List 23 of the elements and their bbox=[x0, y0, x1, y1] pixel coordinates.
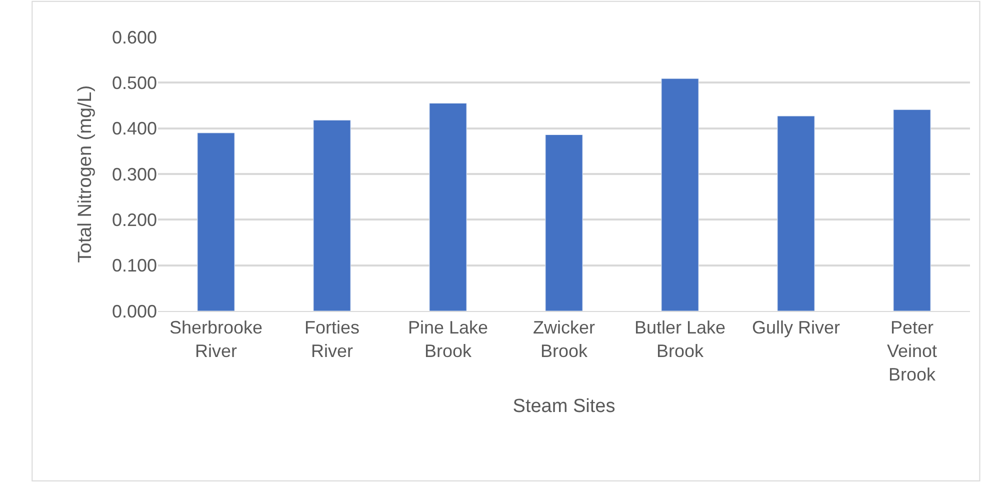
bar bbox=[313, 120, 351, 311]
y-axis-title: Total Nitrogen (mg/L) bbox=[74, 85, 96, 263]
bar bbox=[197, 132, 235, 311]
bar bbox=[545, 134, 583, 311]
bar bbox=[893, 109, 931, 311]
x-axis-title: Steam Sites bbox=[512, 396, 616, 418]
x-tick-label: Butler Lake Brook bbox=[634, 318, 726, 361]
x-tick-label: Zwicker Brook bbox=[533, 318, 596, 361]
y-tick-label: 0.200 bbox=[112, 210, 157, 230]
y-tick-label: 0.300 bbox=[112, 164, 157, 184]
bar bbox=[661, 78, 699, 311]
y-tick-label: 0.400 bbox=[112, 118, 157, 139]
x-tick-label: Forties River bbox=[304, 318, 360, 361]
y-tick-label: 0.000 bbox=[112, 301, 157, 322]
x-tick-label: Sherbrooke River bbox=[169, 318, 263, 361]
y-tick-label: 0.500 bbox=[112, 72, 157, 93]
bar bbox=[777, 116, 815, 311]
y-tick-label: 0.100 bbox=[112, 256, 157, 276]
y-tick-label: 0.600 bbox=[112, 27, 157, 48]
bar bbox=[429, 102, 467, 311]
x-tick-label: Pine Lake Brook bbox=[408, 318, 488, 361]
x-tick-label: Peter Veinot Brook bbox=[886, 318, 938, 384]
x-tick-label: Gully River bbox=[752, 318, 840, 338]
